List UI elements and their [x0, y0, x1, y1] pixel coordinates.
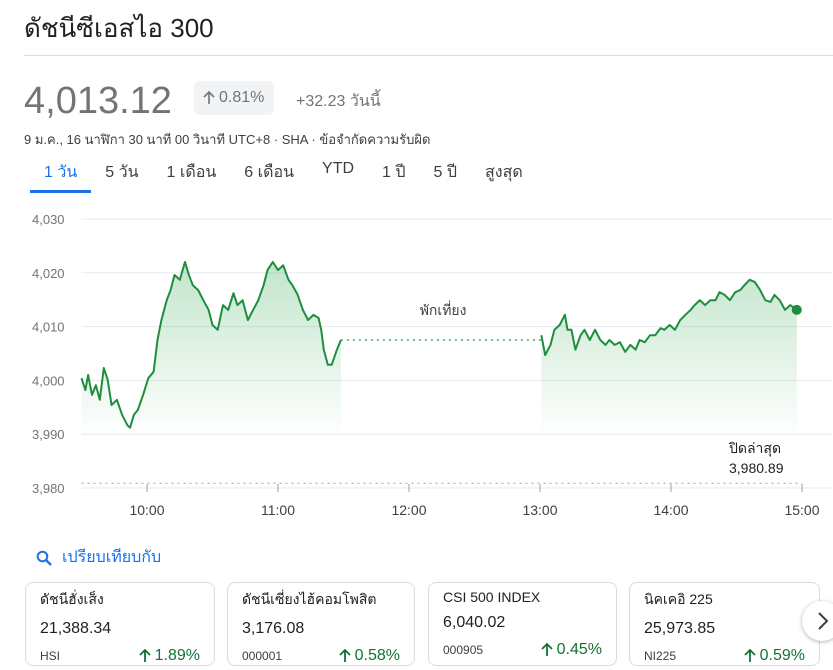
card-change: 0.59% [743, 647, 805, 665]
x-tick-label: 12:00 [391, 502, 426, 518]
y-tick-label: 4,010 [32, 320, 65, 335]
previous-close-value: 3,980.89 [729, 460, 784, 476]
up-arrow [338, 649, 351, 662]
up-arrow [203, 91, 215, 104]
meta: 9 ม.ค., 16 นาฬิกา 30 นาที 00 วินาที UTC+… [24, 132, 431, 147]
y-tick-label: 4,030 [32, 212, 65, 227]
range-tab[interactable]: สูงสุด [485, 164, 523, 181]
card-row: 000001 0.58% [242, 647, 400, 665]
x-tick-label: 14:00 [653, 502, 688, 518]
y-tick-label: 3,980 [32, 481, 65, 496]
range-tab[interactable]: 6 เดือน [244, 164, 295, 181]
card-change: 1.89% [138, 647, 200, 665]
change-chip: 0.81% [194, 81, 275, 115]
range-tab[interactable]: 5 วัน [105, 164, 139, 181]
change-percent: 0.81% [219, 89, 265, 106]
card-symbol: 000001 [242, 649, 283, 663]
card-change-value: 0.45% [556, 641, 602, 658]
compare-card[interactable]: ดัชนีเซี่ยงไฮ้คอมโพสิต 3,176.08 000001 0.58… [227, 582, 415, 666]
range-tabs: 1 วัน 5 วัน 1 เดือน 6 เดือน YTD 1 ปี 5 ปี สูงสุ… [30, 160, 537, 193]
card-change-value: 0.58% [354, 647, 400, 664]
next-button[interactable] [802, 601, 833, 641]
price: 4,013.12 [24, 80, 172, 122]
compare-card[interactable]: CSI 500 INDEX 6,040.02 000905 0.45% [428, 582, 617, 666]
range-tab[interactable]: 1 ปี [382, 164, 406, 181]
change-value: +32.23 [296, 93, 346, 110]
compare-link[interactable]: เปรียบเทียบกับ [36, 545, 161, 570]
y-tick-label: 3,990 [32, 427, 65, 442]
card-name: ดัชนีเซี่ยงไฮ้คอมโพสิต [242, 591, 377, 607]
card-row: 000905 0.45% [443, 641, 602, 659]
y-tick-label: 4,020 [32, 266, 65, 281]
card-price: 21,388.34 [40, 620, 112, 637]
card-name: CSI 500 INDEX [443, 589, 541, 605]
compare-card[interactable]: ดัชนีฮั่งเส็ง 21,388.34 HSI 1.89% [25, 582, 215, 666]
chart: 3,980 3,990 4,000 4,010 4,020 4,030 10:00 11:00… [32, 212, 832, 518]
price-line [80, 261, 798, 429]
card-change-value: 0.59% [759, 647, 805, 664]
card-change-value: 1.89% [154, 647, 200, 664]
range-tab[interactable]: 1 วัน [30, 160, 92, 193]
card-change: 0.45% [540, 641, 602, 659]
x-tick-label: 11:00 [261, 502, 295, 518]
compare-card[interactable]: นิคเคอิ 225 25,973.85 NI225 0.59% [629, 582, 820, 666]
compare-title: เปรียบเทียบกับ [62, 549, 162, 566]
area [81, 262, 797, 438]
card-symbol: NI225 [644, 649, 677, 663]
card-change: 0.58% [338, 647, 400, 665]
previous-close-label: ปิดล่าสุด [729, 440, 782, 457]
card-name: นิคเคอิ 225 [644, 591, 713, 607]
card-symbol: HSI [40, 649, 61, 663]
range-tab[interactable]: 1 เดือน [166, 164, 217, 181]
up-arrow [138, 649, 151, 662]
y-tick-label: 4,000 [32, 373, 65, 388]
x-tick-label: 10:00 [129, 502, 164, 518]
x-tick-label: 13:00 [522, 502, 557, 518]
search-icon [36, 550, 52, 566]
lunch-label: พักเที่ยง [420, 301, 467, 318]
up-arrow [540, 643, 553, 656]
change-suffix: วันนี้ [349, 93, 381, 110]
last-point [791, 304, 802, 315]
card-price: 25,973.85 [644, 620, 716, 637]
change: +32.23 วันนี้ [296, 89, 381, 114]
card-price: 3,176.08 [242, 620, 305, 637]
chevron [818, 612, 829, 630]
card-name: ดัชนีฮั่งเส็ง [40, 591, 104, 607]
up-arrow [743, 649, 756, 662]
card-price: 6,040.02 [443, 614, 506, 631]
range-tab[interactable]: YTD [322, 160, 355, 177]
card-symbol: 000905 [443, 643, 484, 657]
x-tick-label: 15:00 [784, 502, 819, 518]
card-row: HSI 1.89% [40, 647, 200, 665]
divider [24, 55, 833, 56]
card-row: NI225 0.59% [644, 647, 805, 665]
range-tab[interactable]: 5 ปี [433, 164, 458, 181]
title: ดัชนีซีเอสไอ 300 [24, 13, 214, 43]
